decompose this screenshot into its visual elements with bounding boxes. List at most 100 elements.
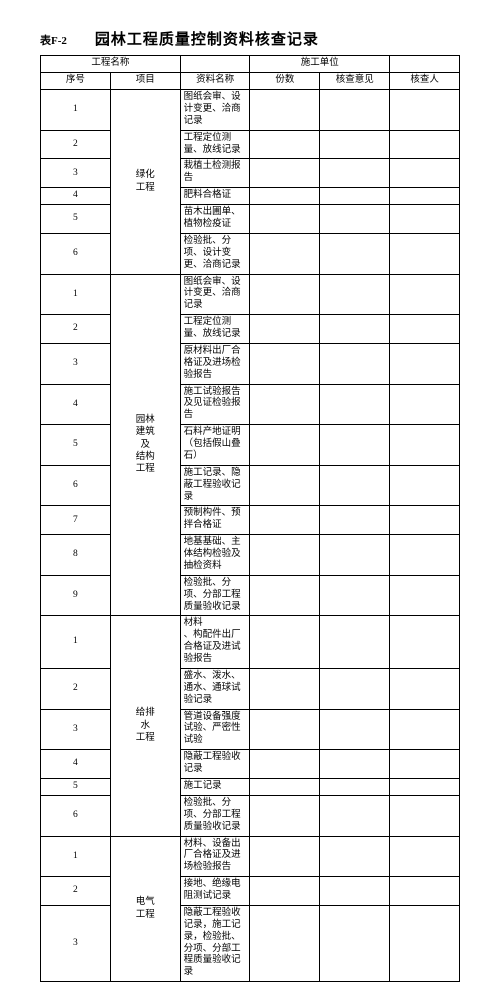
copies-cell [250, 425, 320, 466]
table-row: 4肥料合格证 [41, 188, 460, 205]
table-row: 3管道设备强度试验、严密性试验 [41, 709, 460, 750]
opinion-cell [320, 159, 390, 188]
seq-cell: 6 [41, 465, 111, 506]
seq-cell: 1 [41, 616, 111, 669]
seq-cell: 6 [41, 233, 111, 274]
seq-cell: 8 [41, 535, 111, 576]
copies-cell [250, 159, 320, 188]
table-row: 6检验批、分项、设计变更、洽商记录 [41, 233, 460, 274]
checker-cell [390, 205, 460, 234]
doc-name-cell: 施工试验报告及见证检验报告 [180, 384, 250, 425]
checker-cell [390, 506, 460, 535]
copies-cell [250, 616, 320, 669]
seq-cell: 1 [41, 836, 111, 877]
doc-name-cell: 图纸会审、设计变更、洽商记录 [180, 274, 250, 315]
checker-cell [390, 384, 460, 425]
checker-cell [390, 668, 460, 709]
checker-cell [390, 535, 460, 576]
doc-name-cell: 石料产地证明（包括假山叠石） [180, 425, 250, 466]
doc-name-cell: 管道设备强度试验、严密性试验 [180, 709, 250, 750]
table-row: 1电气工程材料、设备出厂合格证及进场检验报告 [41, 836, 460, 877]
seq-cell: 5 [41, 425, 111, 466]
opinion-cell [320, 90, 390, 131]
seq-cell: 6 [41, 795, 111, 836]
copies-cell [250, 274, 320, 315]
project-name-label: 工程名称 [41, 56, 181, 73]
doc-name-cell: 工程定位测量、放线记录 [180, 130, 250, 159]
opinion-cell [320, 709, 390, 750]
seq-cell: 2 [41, 315, 111, 344]
opinion-cell [320, 778, 390, 795]
copies-cell [250, 384, 320, 425]
copies-cell [250, 535, 320, 576]
opinion-cell [320, 616, 390, 669]
table-row: 3 原材料出厂合格证及进场检验报告 [41, 343, 460, 384]
seq-cell: 4 [41, 384, 111, 425]
checker-cell [390, 274, 460, 315]
header-row: 表F-2 园林工程质量控制资料核查记录 [40, 28, 460, 49]
seq-cell: 4 [41, 188, 111, 205]
table-row: 1绿化工程图纸会审、设计变更、洽商记录 [41, 90, 460, 131]
table-row: 3 栽植土检测报告 [41, 159, 460, 188]
table-row: 2工程定位测量、放线记录 [41, 130, 460, 159]
col-seq-header: 序号 [41, 73, 111, 90]
copies-cell [250, 709, 320, 750]
copies-cell [250, 233, 320, 274]
seq-cell: 3 [41, 159, 111, 188]
project-name-value [180, 56, 250, 73]
opinion-cell [320, 506, 390, 535]
doc-name-cell: 地基基础、主体结构检验及抽检资料 [180, 535, 250, 576]
opinion-cell [320, 535, 390, 576]
checker-cell [390, 343, 460, 384]
seq-cell: 7 [41, 506, 111, 535]
doc-name-cell: 原材料出厂合格证及进场检验报告 [180, 343, 250, 384]
info-row: 工程名称 施工单位 [41, 56, 460, 73]
checker-cell [390, 778, 460, 795]
seq-cell: 9 [41, 575, 111, 616]
doc-name-cell: 预制构件、预拌合格证 [180, 506, 250, 535]
copies-cell [250, 130, 320, 159]
seq-cell: 1 [41, 274, 111, 315]
opinion-cell [320, 836, 390, 877]
seq-cell: 3 [41, 343, 111, 384]
doc-name-cell: 检验批、分项、分部工程质量验收记录 [180, 575, 250, 616]
project-label-cell: 给排水工程 [110, 616, 180, 836]
doc-name-cell: 栽植土检测报告 [180, 159, 250, 188]
opinion-cell [320, 343, 390, 384]
checker-cell [390, 465, 460, 506]
construction-unit-label: 施工单位 [250, 56, 390, 73]
project-label-cell: 绿化工程 [110, 90, 180, 275]
table-row: 6 检验批、分项、分部工程质量验收记录 [41, 795, 460, 836]
table-row: 1给排水工程材料、构配件出厂合格证及进试验报告 [41, 616, 460, 669]
table-row: 2盛水、泼水、通水、通球试验记录 [41, 668, 460, 709]
seq-cell: 5 [41, 778, 111, 795]
table-row: 2接地、绝缘电阻测试记录 [41, 877, 460, 906]
checker-cell [390, 233, 460, 274]
opinion-cell [320, 205, 390, 234]
seq-cell: 5 [41, 205, 111, 234]
doc-name-cell: 检验批、分项、分部工程质量验收记录 [180, 795, 250, 836]
opinion-cell [320, 425, 390, 466]
doc-name-cell: 材料、设备出厂合格证及进场检验报告 [180, 836, 250, 877]
header-columns-row: 序号 项目 资料名称 份数 核查意见 核查人 [41, 73, 460, 90]
opinion-cell [320, 668, 390, 709]
checker-cell [390, 709, 460, 750]
doc-name-cell: 隐蔽工程验收记录，施工记录，检验批、分项、分部工程质量验收记录 [180, 905, 250, 981]
table-row: 7 预制构件、预拌合格证 [41, 506, 460, 535]
doc-name-cell: 工程定位测量、放线记录 [180, 315, 250, 344]
copies-cell [250, 836, 320, 877]
checker-cell [390, 877, 460, 906]
page-root: 表F-2 园林工程质量控制资料核查记录 工程名称 施工单位 序号 项目 资料名称… [0, 0, 500, 1002]
table-row: 1园林建筑及结构工程图纸会审、设计变更、洽商记录 [41, 274, 460, 315]
seq-cell: 1 [41, 90, 111, 131]
col-project-header: 项目 [110, 73, 180, 90]
doc-name-cell: 苗木出圃单、植物检疫证 [180, 205, 250, 234]
copies-cell [250, 750, 320, 779]
table-body: 1绿化工程图纸会审、设计变更、洽商记录2工程定位测量、放线记录3栽植土检测报告4… [41, 90, 460, 982]
table-row: 8 地基基础、主体结构检验及抽检资料 [41, 535, 460, 576]
checker-cell [390, 425, 460, 466]
seq-cell: 3 [41, 905, 111, 981]
copies-cell [250, 905, 320, 981]
copies-cell [250, 575, 320, 616]
opinion-cell [320, 233, 390, 274]
